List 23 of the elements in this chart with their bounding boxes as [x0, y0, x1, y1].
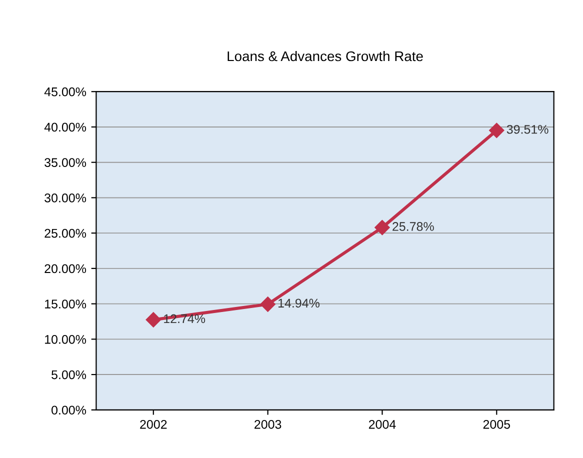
y-tick-label: 0.00%	[52, 406, 86, 415]
y-tick-label: 15.00%	[45, 300, 86, 308]
point	[260, 296, 276, 312]
y-tick-label: 10.00%	[45, 334, 86, 344]
data-label: 25.78%	[392, 222, 434, 231]
data-label: 14.94%	[278, 298, 320, 308]
point	[146, 312, 161, 328]
point	[374, 220, 390, 236]
x-tick-label: 2002	[140, 420, 167, 429]
point	[489, 122, 504, 138]
x-tick-label: 2004	[368, 420, 396, 429]
y-tick-label: 30.00%	[44, 194, 86, 202]
data-label: 12.74%	[164, 314, 206, 324]
y-tick-label: 5.00%	[52, 370, 86, 380]
x-tick-label: 2005	[483, 420, 510, 429]
y-tick-label: 45.00%	[44, 87, 86, 96]
chart-title: Loans & Advances Growth Rate	[228, 50, 423, 62]
x-tick-label: 2003	[254, 420, 282, 429]
y-tick-label: 40.00%	[44, 122, 86, 132]
y-tick-label: 35.00%	[44, 158, 86, 167]
y-tick-label: 20.00%	[44, 264, 86, 274]
y-tick-label: 25.00%	[44, 228, 86, 238]
data-label: 39.51%	[506, 124, 548, 134]
